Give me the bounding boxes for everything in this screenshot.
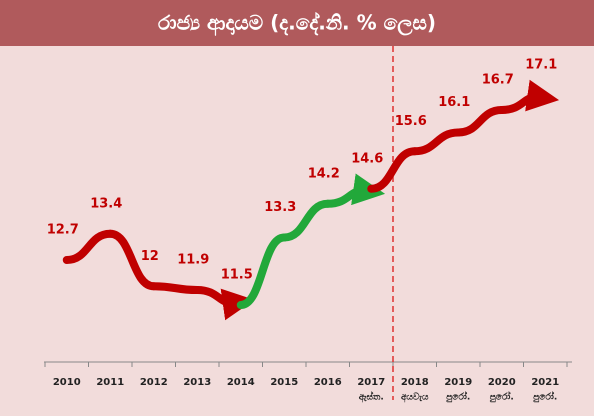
line-segment: [280, 199, 332, 242]
value-label: 17.1: [525, 58, 557, 73]
line-segment: [193, 286, 255, 321]
value-label: 13.4: [90, 196, 122, 211]
point: [368, 185, 375, 192]
point: [107, 230, 114, 237]
x-tick-note: පුරෝ.: [533, 391, 557, 404]
title-bar: [0, 0, 594, 46]
x-tick-note: පුරෝ.: [446, 391, 470, 404]
value-label: 16.1: [438, 95, 470, 110]
x-tick-note: ඇස්ත.: [359, 390, 384, 402]
line-segment: [454, 106, 506, 137]
x-tick-label: 2010: [53, 377, 81, 388]
x-tick-label: 2021: [531, 377, 559, 388]
x-tick-label: 2013: [183, 377, 211, 388]
chart-title: රාජ්‍ය ආදායම (ද.දේ.නි. % ලෙස): [158, 10, 436, 36]
value-label: 14.6: [351, 151, 383, 166]
line-segment: [236, 233, 289, 309]
point: [498, 107, 505, 113]
value-label: 11.5: [221, 268, 253, 283]
point: [455, 129, 462, 136]
x-tick-label: 2011: [96, 377, 124, 388]
x-tick-note: පුරෝ.: [490, 391, 514, 404]
value-label: 13.3: [264, 200, 296, 215]
line-segment: [62, 229, 115, 264]
point: [63, 257, 70, 263]
value-label: 16.7: [482, 73, 514, 88]
point: [542, 92, 549, 98]
point: [237, 302, 244, 308]
value-label: 15.6: [395, 114, 427, 129]
point: [281, 234, 288, 241]
x-tick-label: 2016: [314, 377, 342, 388]
x-tick-label: 2020: [488, 377, 516, 388]
x-tick-label: 2012: [140, 377, 168, 388]
point: [150, 283, 157, 290]
value-label: 12: [141, 249, 159, 264]
x-tick-label: 2014: [227, 377, 255, 388]
point: [194, 287, 201, 293]
point: [324, 200, 331, 207]
line-segment: [106, 229, 158, 291]
x-tick-note: අයවැය: [401, 392, 429, 403]
point: [411, 148, 418, 155]
x-tick-label: 2015: [270, 377, 298, 388]
x-tick-label: 2017: [357, 377, 385, 388]
line-segment: [323, 173, 386, 208]
x-tick-label: 2018: [401, 377, 429, 388]
line-segment: [367, 147, 419, 193]
value-label: 12.7: [47, 223, 79, 238]
value-label: 11.9: [177, 253, 209, 268]
x-tick-label: 2019: [444, 377, 472, 388]
line-segment: [497, 79, 560, 114]
line-segment: [149, 282, 202, 294]
line-segment: [410, 128, 463, 156]
value-label: 14.2: [308, 166, 340, 181]
